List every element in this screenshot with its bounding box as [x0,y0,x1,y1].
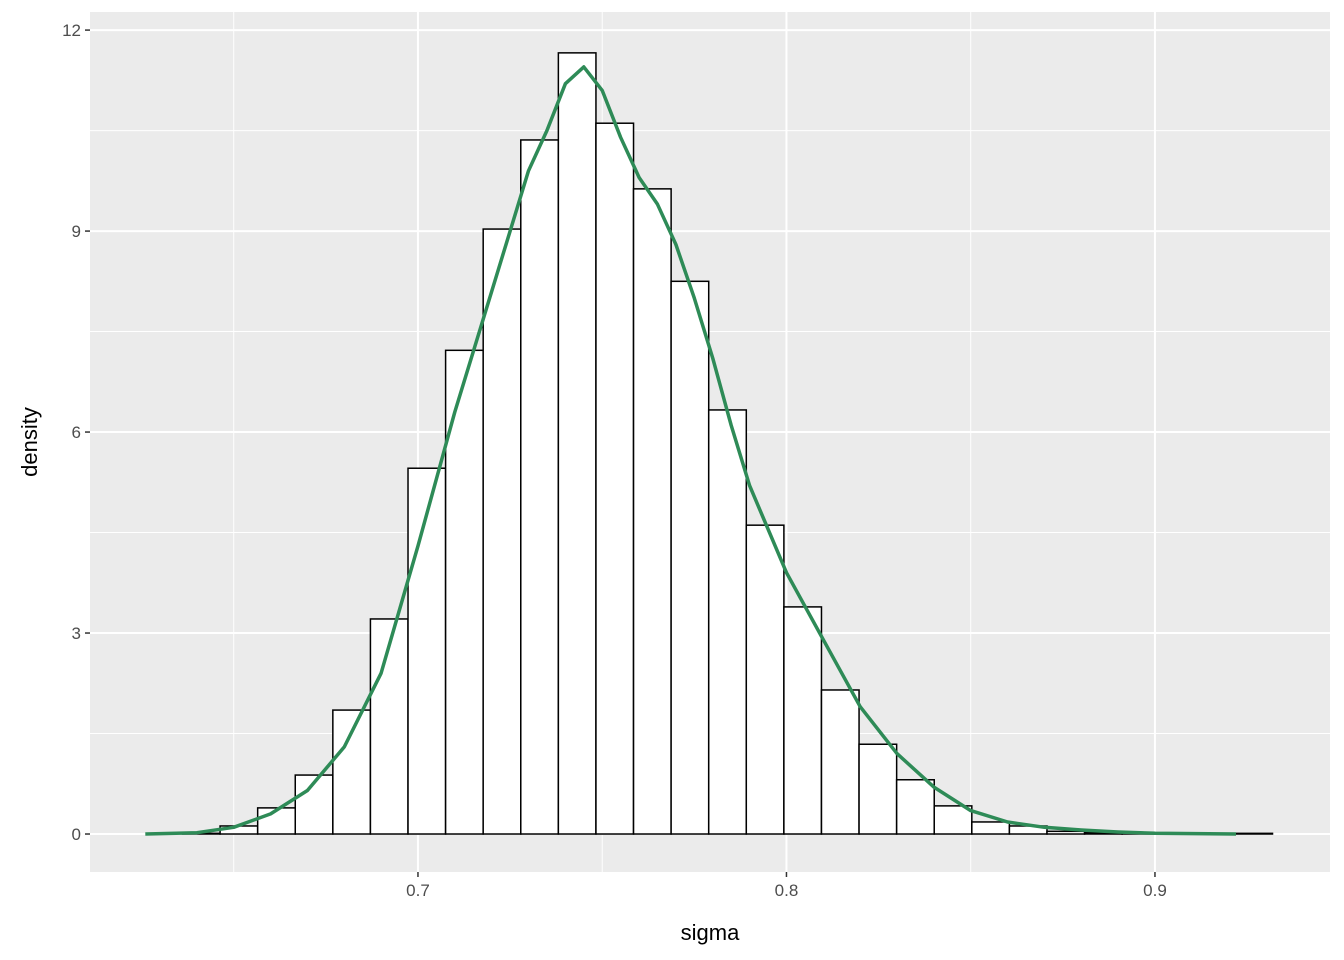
histogram-bar [595,122,635,835]
histogram-bar [745,524,785,835]
histogram-bar [820,689,860,835]
axes: 0.7 0.8 0.9 0 3 6 9 12 [62,21,1167,900]
x-tick-label: 0.8 [775,881,799,900]
histogram-bars [181,52,1274,835]
density-curve [145,65,1237,836]
histogram-bar [520,139,560,835]
y-tick-label: 0 [72,825,81,844]
histogram-bar [407,467,447,835]
histogram-bar [971,821,1011,835]
x-axis-label: sigma [681,920,740,945]
histogram-bar [858,743,898,835]
y-tick-label: 9 [72,222,81,241]
histogram-bar [444,349,484,835]
histogram-bar [895,778,935,835]
histogram-bar [933,805,973,835]
histogram-bar [783,606,823,835]
x-tick-label: 0.7 [406,881,430,900]
y-tick-label: 3 [72,624,81,643]
histogram-bar [557,52,597,835]
y-axis-label: density [17,407,42,477]
histogram-bar [482,228,522,835]
histogram-bar [707,409,748,835]
x-tick-label: 0.9 [1143,881,1167,900]
histogram-bar [670,280,710,835]
y-tick-label: 12 [62,21,81,40]
histogram-bar [632,188,672,835]
y-tick-label: 6 [72,423,81,442]
histogram-bar [1046,830,1086,835]
histogram-bar [1234,832,1274,835]
